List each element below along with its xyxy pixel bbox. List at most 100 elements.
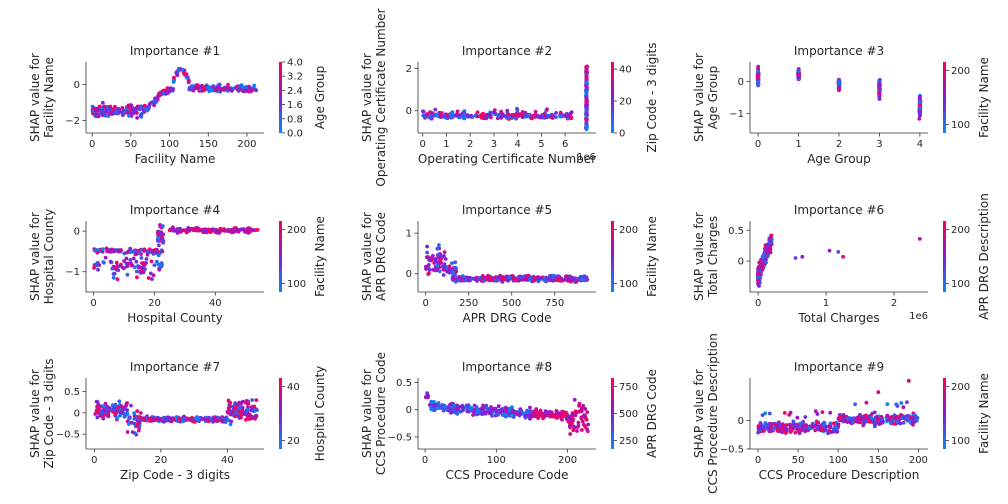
scatter-point [206, 419, 211, 424]
scatter-point [577, 276, 582, 281]
scatter-point [135, 409, 140, 413]
scatter-point [918, 100, 922, 104]
scatter-point [901, 420, 906, 425]
scatter-point [560, 278, 565, 283]
scatter-point [495, 277, 500, 282]
scatter-point [467, 278, 471, 283]
scatter-point [171, 228, 176, 233]
colorbar-tick-label: 200 [951, 382, 970, 393]
scatter-point [125, 430, 130, 434]
scatter-point [136, 428, 141, 433]
scatter-point [828, 424, 833, 429]
scatter-point [435, 406, 440, 410]
x-tick-label: 5 [538, 139, 544, 150]
scatter-point [128, 258, 133, 262]
scatter-point [132, 107, 137, 112]
scatter-point [872, 421, 877, 426]
scatter-point [151, 248, 155, 253]
colorbar-tick-label: 0.0 [287, 129, 303, 140]
scatter-point [122, 414, 127, 419]
scatter-point [154, 259, 159, 264]
scatter-point [530, 116, 534, 121]
scatter-point [151, 273, 156, 278]
scatter-point [114, 111, 119, 116]
y-axis-label-line: Zip Code - 3 digits [42, 359, 56, 469]
scatter-point [479, 412, 484, 416]
x-tick-label: 0 [422, 455, 428, 466]
scatter-point [514, 116, 518, 121]
colorbar-tick-label: 750 [619, 382, 638, 393]
y-tick-label: −0.5 [720, 445, 744, 456]
scatter-point [164, 88, 169, 92]
scatter-point [564, 417, 569, 421]
scatter-point [94, 263, 99, 268]
scatter-point [108, 259, 113, 264]
colorbar-tick-label: 0.8 [287, 114, 303, 125]
colorbar-tick-label: 20 [287, 436, 300, 447]
scatter-point [93, 108, 98, 113]
scatter-point [766, 253, 770, 258]
scatter-point [252, 228, 257, 233]
scatter-point [133, 252, 138, 257]
x-axis-label: APR DRG Code [462, 311, 551, 325]
y-axis-label: SHAP value forFacility Name [28, 53, 56, 142]
scatter-points [755, 64, 923, 121]
colorbar-tick-label: 3.2 [287, 72, 303, 83]
scatter-point [793, 430, 798, 435]
scatter-point [451, 276, 456, 280]
scatter-point [247, 227, 252, 232]
plot-title: Importance #3 [794, 44, 884, 58]
scatter-point [507, 113, 511, 117]
scatter-point [429, 407, 434, 412]
scatter-point [483, 410, 487, 415]
x-tick-label: 40 [221, 455, 234, 466]
scatter-point [756, 74, 760, 79]
scatter-point [481, 403, 485, 408]
scatter-point [119, 262, 123, 267]
scatter-point [233, 406, 238, 410]
y-tick-label: −2 [65, 116, 80, 127]
x-tick-label: 500 [502, 298, 521, 309]
scatter-point [584, 76, 589, 81]
scatter-point [233, 414, 238, 419]
x-axis-label: CCS Procedure Code [445, 468, 568, 482]
scatter-point [118, 413, 122, 418]
scatter-point [250, 88, 255, 92]
scatter-point [134, 259, 139, 264]
scatter-point [460, 408, 464, 413]
dependence-plot-9: 0 50 100 150 200 −0.5 0 Importance #9 CCS Proced… [692, 333, 991, 494]
scatter-point [451, 405, 455, 409]
scatter-point [572, 397, 577, 402]
y-axis-label-line: Total Charges [706, 216, 720, 298]
scatter-point [584, 275, 589, 280]
scatter-point [855, 418, 860, 423]
scatter-point [769, 425, 774, 430]
scatter-point [585, 65, 589, 70]
scatter-point [554, 111, 558, 115]
colorbar-tick-label: 100 [951, 120, 970, 131]
scatter-point [531, 414, 536, 418]
scatter-point [756, 81, 761, 86]
scatter-point [439, 257, 443, 262]
scatter-point [836, 250, 841, 254]
scatter-point [800, 254, 805, 259]
scatter-point [899, 401, 904, 405]
scatter-point [556, 276, 560, 281]
x-tick-label: 750 [545, 298, 564, 309]
plot-title: Importance #8 [462, 360, 552, 374]
scatter-point [877, 84, 882, 88]
scatter-point [837, 87, 841, 91]
scatter-point [245, 407, 250, 412]
scatter-point [504, 414, 509, 418]
colorbar-tick-label: 40 [287, 382, 300, 393]
scatter-point [841, 413, 846, 417]
scatter-point [167, 228, 172, 233]
scatter-point [585, 81, 589, 85]
scatter-point [795, 427, 800, 432]
scatter-point [140, 261, 144, 265]
scatter-point [434, 268, 439, 273]
scatter-point [782, 411, 787, 415]
scatter-point [901, 405, 906, 410]
scatter-point [222, 227, 226, 231]
scatter-point [141, 270, 146, 275]
